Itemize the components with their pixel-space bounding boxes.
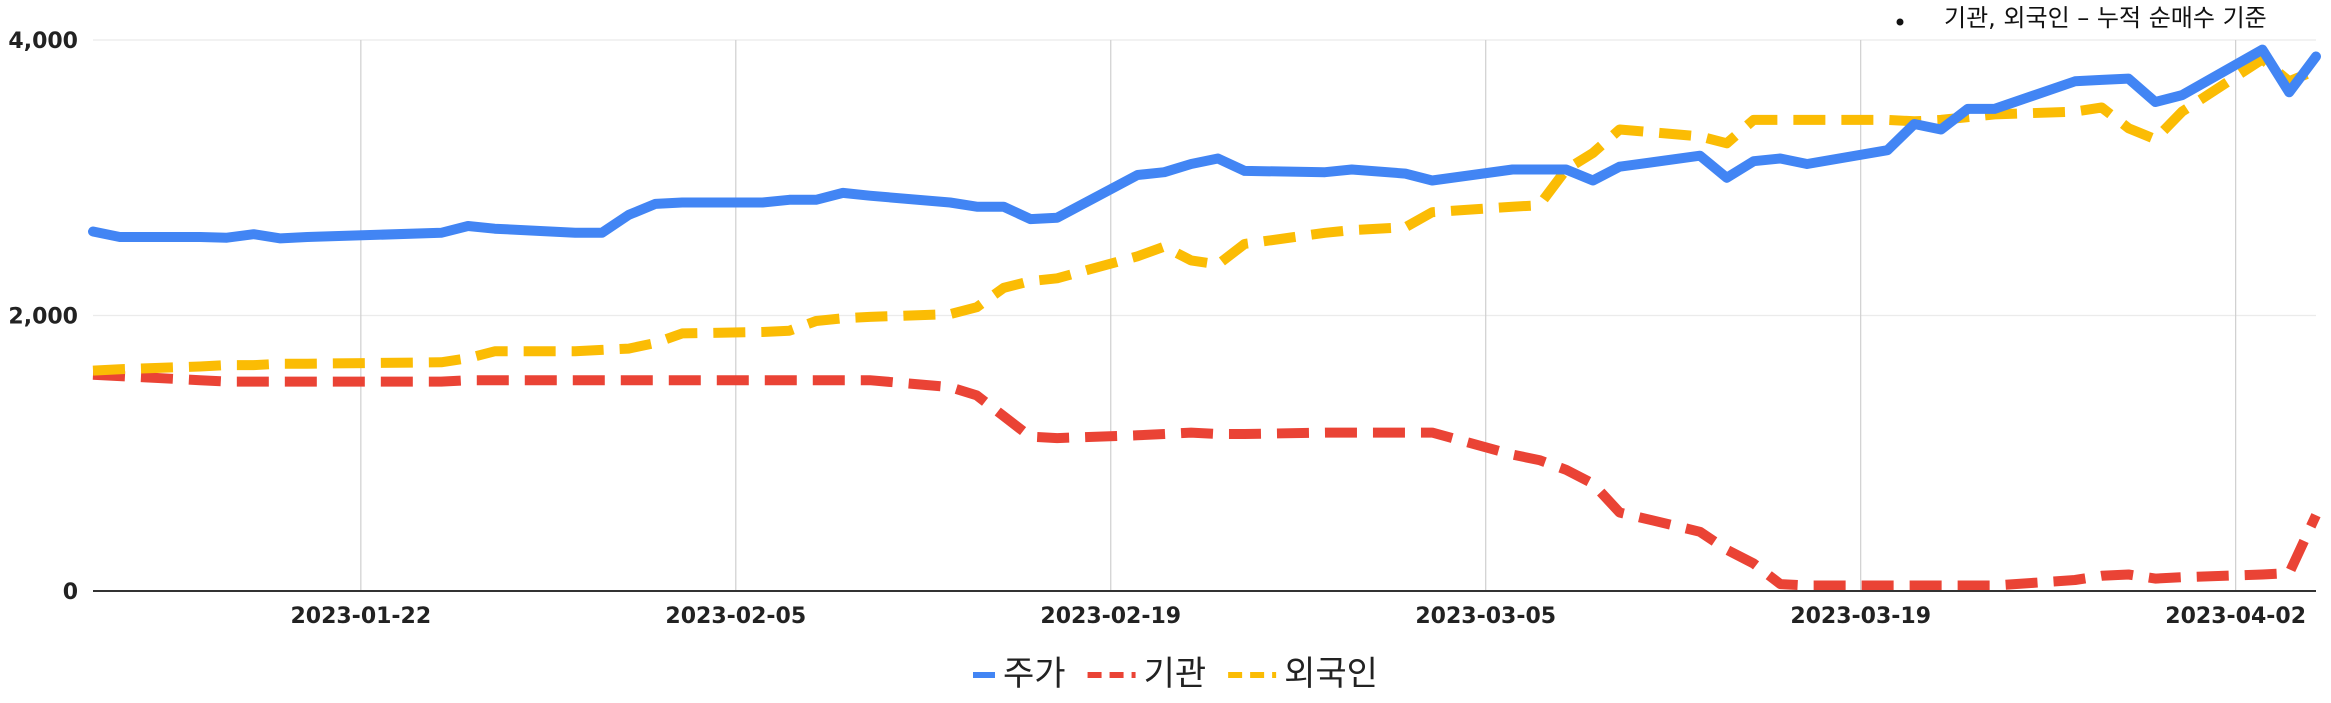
annotation-bullet — [1896, 18, 1904, 26]
y-tick-label: 4,000 — [8, 29, 78, 54]
legend-label-foreign: 외국인 — [1284, 654, 1378, 694]
series-line-institution — [92, 369, 2321, 591]
annotation-text: 기관, 외국인 – 누적 순매수 기준 — [1944, 4, 2267, 32]
grid-lines — [93, 39, 2316, 591]
x-tick-label: 2023-03-05 — [1415, 604, 1556, 629]
y-tick-label: 0 — [63, 580, 78, 605]
annotation: 기관, 외국인 – 누적 순매수 기준 — [1896, 4, 2267, 32]
legend-label-institution: 기관 — [1144, 654, 1207, 694]
x-axis-tick-labels: 2023-01-22 2023-02-05 2023-02-19 2023-03-05… — [290, 604, 2306, 629]
legend-label-price: 주가 — [1003, 654, 1066, 694]
y-axis-tick-labels: 0 2,000 4,000 — [8, 29, 78, 605]
x-tick-label: 2023-02-19 — [1040, 604, 1181, 629]
series-line-price — [88, 44, 2321, 244]
legend: 주가 기관 외국인 — [973, 654, 1378, 694]
series-lines — [88, 44, 2321, 591]
x-tick-label: 2023-04-02 — [2165, 604, 2306, 629]
y-tick-label: 2,000 — [8, 305, 78, 330]
x-tick-label: 2023-03-19 — [1790, 604, 1931, 629]
x-tick-label: 2023-02-05 — [665, 604, 806, 629]
x-tick-label: 2023-01-22 — [290, 604, 431, 629]
